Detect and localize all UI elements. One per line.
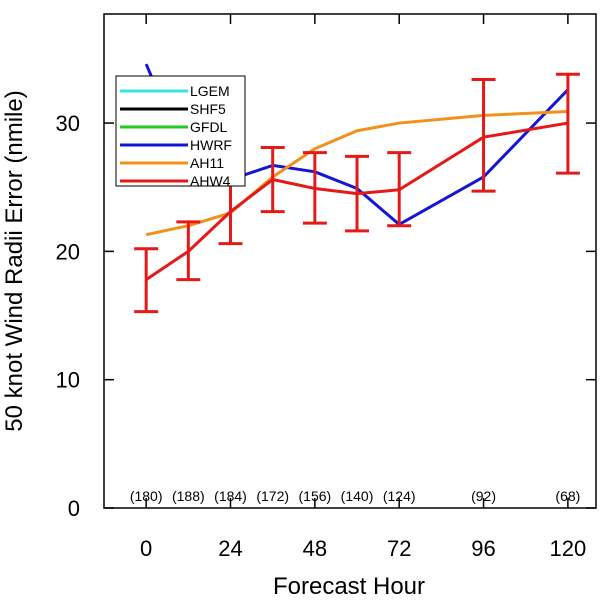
- sample-count-label: (180): [130, 488, 163, 504]
- sample-count-label: (124): [383, 488, 416, 504]
- legend-label-ahw4: AHW4: [190, 173, 231, 189]
- x-tick-label: 24: [218, 536, 242, 561]
- x-axis-title: Forecast Hour: [273, 573, 425, 600]
- sample-count-label: (68): [555, 488, 580, 504]
- y-tick-label: 30: [56, 111, 80, 136]
- y-axis-title: 50 knot Wind Radii Error (nmile): [1, 90, 28, 431]
- x-tick-label: 0: [140, 536, 152, 561]
- sample-count-label: (172): [256, 488, 289, 504]
- x-tick-label: 96: [471, 536, 495, 561]
- y-tick-label: 20: [56, 239, 80, 264]
- error-bars-layer: [134, 72, 580, 314]
- legend-box: [115, 75, 246, 187]
- plot-frame: [103, 13, 597, 509]
- legend-label-hwrf: HWRF: [190, 137, 232, 153]
- legend-label-lgem: LGEM: [190, 83, 230, 99]
- legend: LGEM SHF5 GFDL HWRF AH11 AHW4: [115, 75, 246, 189]
- x-tick-label: 72: [387, 536, 411, 561]
- y-tick-label: 0: [68, 496, 80, 521]
- sample-count-label: (92): [471, 488, 496, 504]
- sample-count-label: (140): [341, 488, 374, 504]
- x-tick-label: 120: [550, 536, 587, 561]
- legend-label-shf5: SHF5: [190, 101, 226, 117]
- legend-label-ah11: AH11: [190, 155, 224, 171]
- ticks-layer: 0 24 48 72 96 120 0 10 20 30: [56, 14, 596, 561]
- sample-counts-layer: (180) (188) (184) (172) (156) (140) (124) (92) (…: [130, 488, 581, 504]
- sample-count-label: (156): [299, 488, 332, 504]
- x-tick-label: 48: [303, 536, 327, 561]
- sample-count-label: (188): [172, 488, 205, 504]
- series-line-ah11: [145, 110, 568, 237]
- sample-count-label: (184): [214, 488, 247, 504]
- legend-label-gfdl: GFDL: [190, 119, 228, 135]
- y-tick-label: 10: [56, 368, 80, 393]
